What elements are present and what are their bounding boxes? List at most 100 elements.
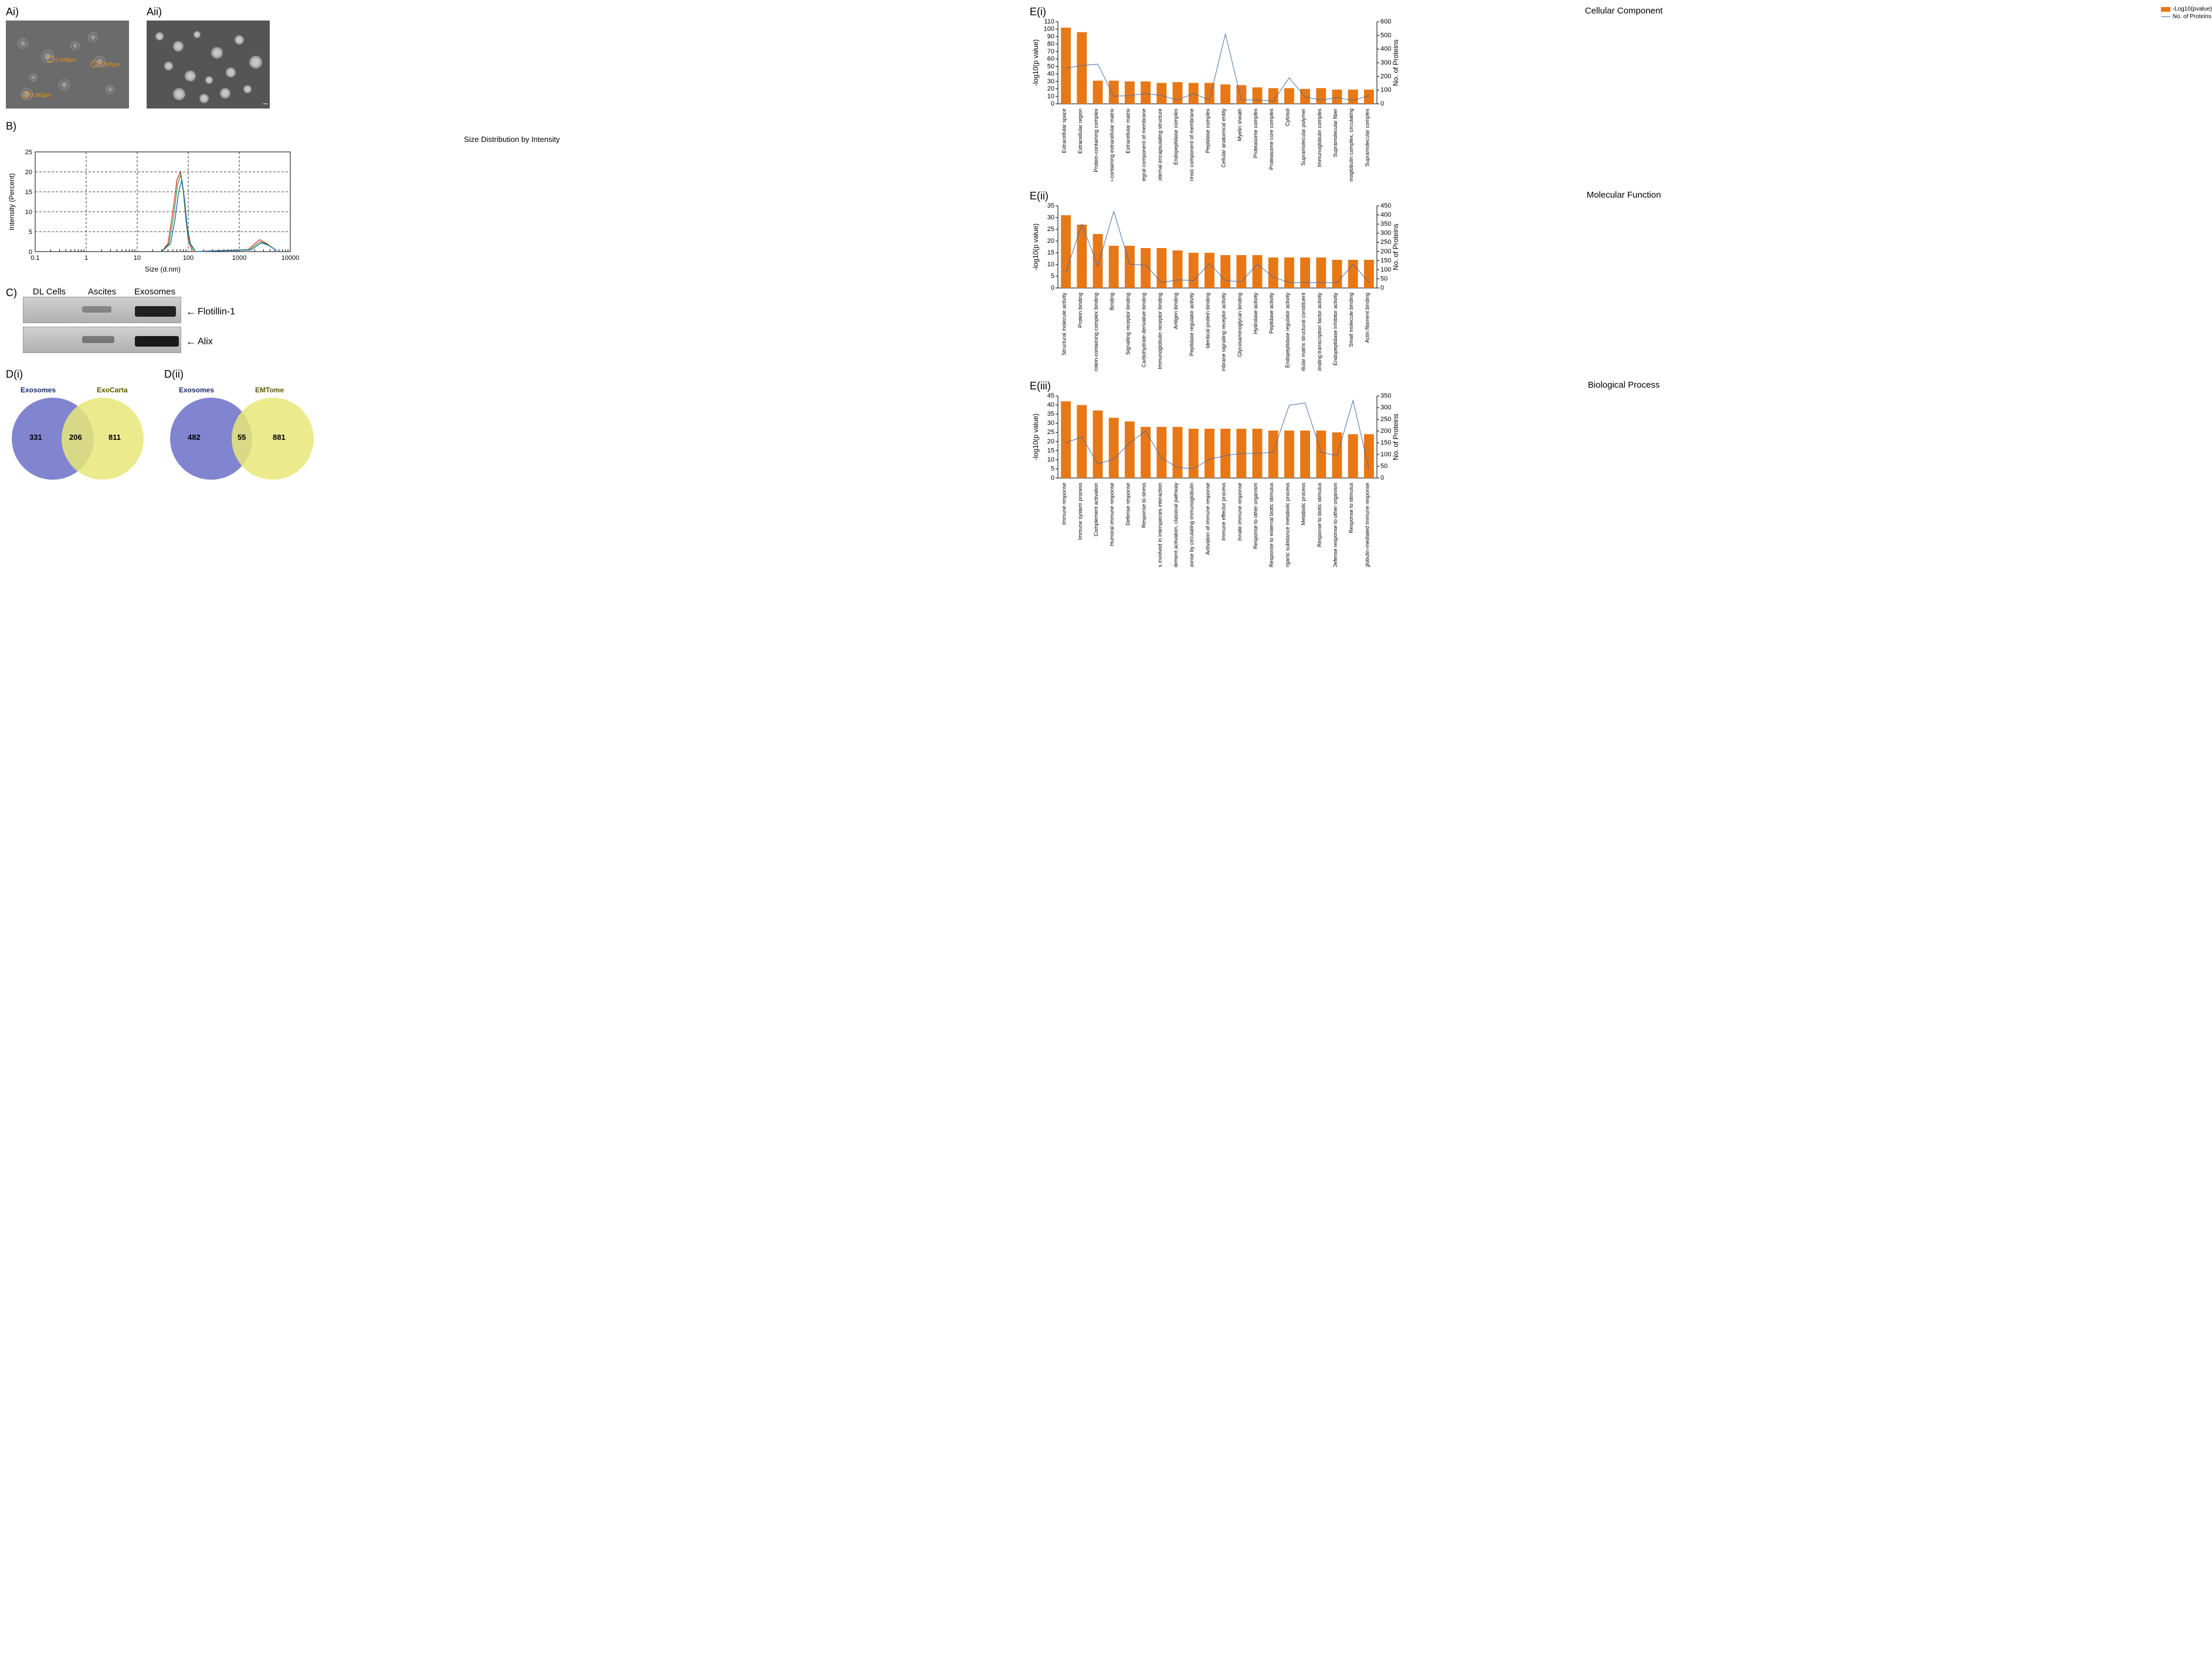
svg-text:Peptidase regulator activity: Peptidase regulator activity [1189,293,1195,357]
panel-ai: Ai) 0.109μm 0.097μm 0.081μm [6,6,129,109]
svg-text:450: 450 [1380,202,1391,209]
svg-text:250: 250 [1380,239,1391,246]
size-distribution-chart: 05101520250.1110100100010000Size (d.nm)I… [6,146,299,275]
svg-text:150: 150 [1380,257,1391,264]
svg-text:20: 20 [25,169,32,176]
legend-bar: -Log10(pvalue) [2173,6,2212,12]
svg-text:90: 90 [1047,33,1054,40]
anno-3: 0.081μm [30,92,51,98]
panel-aii-label: Aii) [147,6,270,18]
wb-container: DL Cells Ascites Exosomes ←Flotillin-1←A… [23,287,235,357]
venn-di-right: 811 [108,433,121,442]
svg-text:0: 0 [1051,100,1054,107]
svg-text:Supramolecular polymer: Supramolecular polymer [1301,109,1307,166]
svg-text:300: 300 [1380,230,1391,237]
venn-di-ov: 206 [69,433,82,442]
figure-composite: Ai) 0.109μm 0.097μm 0.081μm [0,0,2212,573]
svg-text:Peptidase complex: Peptidase complex [1205,109,1210,154]
panel-ei: E(i) -Log10(pvalue) No. of Proteins Cell… [1030,6,2212,181]
svg-text:Immunoglobulin-mediated immune: Immunoglobulin-mediated immune response [1364,483,1370,567]
biological-process-chart: 051015202530354045050100150200250300350-… [1030,391,1405,567]
panel-ei-label: E(i) [1030,6,1046,18]
micrograph-ai: 0.109μm 0.097μm 0.081μm [6,21,129,109]
svg-text:0: 0 [1051,474,1054,482]
go-legend: -Log10(pvalue) No. of Proteins [2161,6,2212,21]
svg-text:70: 70 [1047,48,1054,55]
svg-text:200: 200 [1380,73,1391,80]
svg-text:Defense response: Defense response [1125,483,1131,525]
venn-di-ltitle: Exosomes [21,386,56,394]
panel-c: C) DL Cells Ascites Exosomes ←Flotillin-… [6,287,1018,357]
svg-text:Immunoglobulin complex, circul: Immunoglobulin complex, circulating [1348,109,1354,181]
panel-d-row: D(i) Exosomes ExoCarta 331 206 811 D(ii)… [6,368,1018,489]
svg-text:600: 600 [1380,18,1391,25]
svg-text:350: 350 [1380,392,1391,399]
panel-aii: Aii) ━━ [147,6,270,109]
svg-text:10000: 10000 [281,255,299,262]
svg-text:Humoral immune response: Humoral immune response [1109,483,1115,546]
svg-text:-log10(p value): -log10(p value) [1032,413,1040,460]
svg-text:200: 200 [1380,248,1391,255]
legend-bar-icon [2161,7,2170,12]
eii-title: Molecular Function [1030,190,2212,200]
lane-1: Ascites [76,287,128,297]
legend-line: No. of Proteins [2173,13,2211,20]
panel-b-title: Size Distribution by Intensity [6,135,1018,144]
svg-text:-log10(p value): -log10(p value) [1032,39,1040,86]
lane-2: Exosomes [128,287,181,297]
svg-text:Binding: Binding [1109,293,1115,310]
svg-text:150: 150 [1380,439,1391,446]
svg-text:300: 300 [1380,59,1391,66]
svg-text:Hydrolase activity: Hydrolase activity [1253,293,1258,334]
svg-text:Activation of immune response: Activation of immune response [1205,483,1210,555]
svg-text:Proteasome core complex: Proteasome core complex [1268,109,1274,170]
svg-text:Myelin sheath: Myelin sheath [1237,109,1243,141]
svg-text:Size (d.nm): Size (d.nm) [145,265,181,273]
svg-text:0.1: 0.1 [30,255,39,262]
svg-text:250: 250 [1380,416,1391,423]
svg-text:Response to external biotic st: Response to external biotic stimulus [1268,483,1274,567]
svg-text:Protein-containing complex: Protein-containing complex [1093,109,1099,172]
venn-dii-right: 881 [273,433,286,442]
legend-line-icon [2161,16,2170,17]
svg-text:100: 100 [1380,451,1391,458]
svg-text:30: 30 [1047,420,1054,427]
scalebar-aii: ━━ [263,102,267,106]
svg-text:Complement activation, classic: Complement activation, classical pathway [1173,483,1179,567]
svg-text:Transmembrane signaling recept: Transmembrane signaling receptor activit… [1221,293,1227,371]
svg-text:10: 10 [25,209,32,216]
svg-text:Metabolic process: Metabolic process [1301,483,1307,525]
svg-text:350: 350 [1380,221,1391,228]
venn-di-rtitle: ExoCarta [97,386,128,394]
svg-text:20: 20 [1047,438,1054,445]
svg-text:Response to stress: Response to stress [1141,483,1147,528]
svg-text:25: 25 [1047,429,1054,436]
svg-text:Glycosaminoglycan binding: Glycosaminoglycan binding [1237,293,1243,357]
panel-di: D(i) Exosomes ExoCarta 331 206 811 [6,368,147,489]
svg-text:200: 200 [1380,428,1391,435]
svg-text:Cytosol: Cytosol [1284,109,1290,126]
svg-text:400: 400 [1380,46,1391,53]
lane-0: DL Cells [23,287,76,297]
svg-text:Intrinsic component of membran: Intrinsic component of membrane [1189,109,1195,181]
svg-text:Peptidase activity: Peptidase activity [1268,293,1274,334]
svg-text:30: 30 [1047,78,1054,85]
svg-text:Immunoglobulin complex: Immunoglobulin complex [1317,109,1322,167]
eiii-title: Biological Process [1030,380,2212,390]
svg-text:1000: 1000 [232,255,246,262]
panel-b-label: B) [6,120,1018,133]
svg-text:Extracellular space: Extracellular space [1061,109,1067,153]
svg-text:15: 15 [1047,249,1054,256]
svg-text:Defense response to other orga: Defense response to other organism [1332,483,1338,567]
svg-text:Innate immune response: Innate immune response [1237,483,1243,541]
panel-a-row: Ai) 0.109μm 0.097μm 0.081μm [6,6,1018,109]
wb-target-label: ←Alix [186,335,213,348]
panel-c-label: C) [6,287,17,299]
svg-text:Extracellular matrix structura: Extracellular matrix structural constitu… [1301,293,1307,371]
svg-text:0: 0 [1380,100,1384,107]
micrograph-aii: ━━ [147,21,270,109]
svg-text:Response to other organism: Response to other organism [1253,483,1258,549]
cellular-component-chart: 0102030405060708090100110010020030040050… [1030,17,1405,181]
svg-text:Carbohydrate derivative bindin: Carbohydrate derivative binding [1141,293,1147,367]
svg-text:Humoral immune response by cir: Humoral immune response by circulating i… [1189,483,1195,567]
